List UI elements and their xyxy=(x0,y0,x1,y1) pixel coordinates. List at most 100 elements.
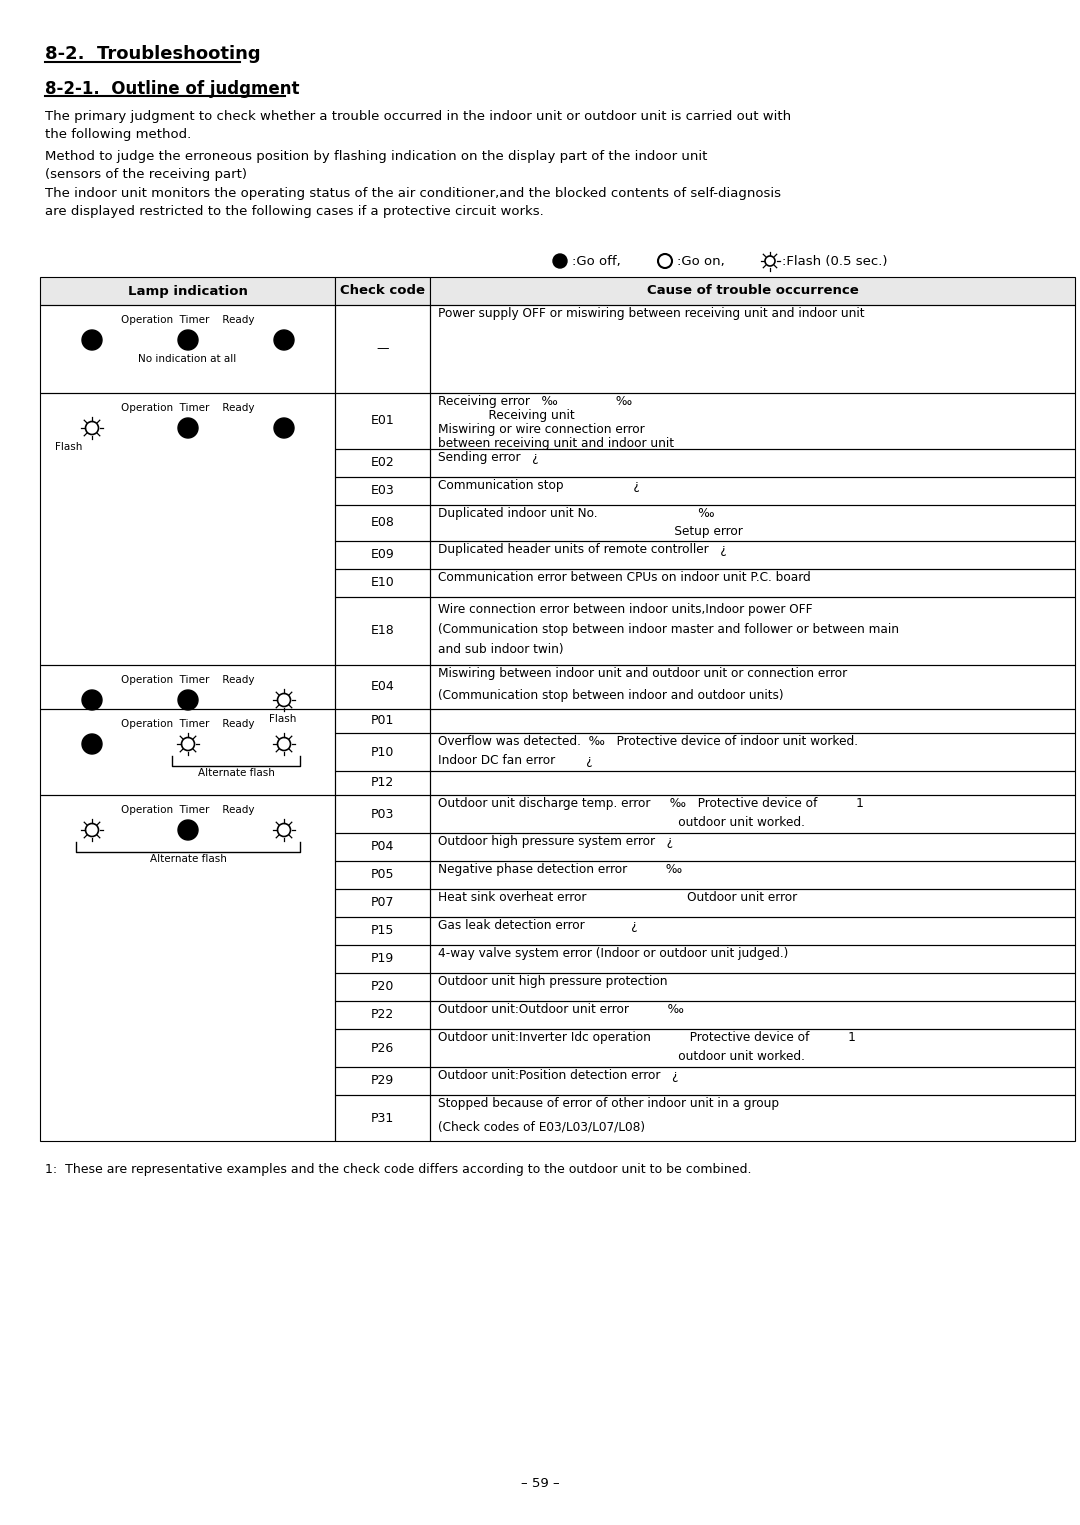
Bar xyxy=(335,973,430,1000)
Text: Communication stop                  ¿: Communication stop ¿ xyxy=(438,479,639,493)
Text: E10: E10 xyxy=(370,576,394,590)
Text: P07: P07 xyxy=(370,897,394,909)
Bar xyxy=(335,665,430,709)
Text: The indoor unit monitors the operating status of the air conditioner,and the blo: The indoor unit monitors the operating s… xyxy=(45,188,781,218)
Bar xyxy=(335,569,430,596)
Text: P29: P29 xyxy=(370,1075,394,1087)
Circle shape xyxy=(178,329,198,351)
Text: Miswiring or wire connection error: Miswiring or wire connection error xyxy=(438,422,645,436)
Bar xyxy=(430,862,1075,889)
Text: P05: P05 xyxy=(370,869,394,881)
Text: Flash: Flash xyxy=(55,442,82,451)
Bar xyxy=(430,665,1075,709)
Text: – 59 –: – 59 – xyxy=(521,1478,559,1490)
Text: outdoor unit worked.: outdoor unit worked. xyxy=(438,816,805,830)
Bar xyxy=(430,1095,1075,1141)
Bar xyxy=(40,665,335,709)
Text: The primary judgment to check whether a trouble occurred in the indoor unit or o: The primary judgment to check whether a … xyxy=(45,110,792,140)
Bar xyxy=(430,541,1075,569)
Text: Duplicated indoor unit No.                          ‰: Duplicated indoor unit No. ‰ xyxy=(438,506,715,520)
Text: Outdoor unit high pressure protection: Outdoor unit high pressure protection xyxy=(438,974,667,988)
Bar xyxy=(430,278,1075,305)
Bar xyxy=(335,862,430,889)
Bar xyxy=(430,889,1075,917)
Text: E01: E01 xyxy=(370,415,394,427)
Text: E02: E02 xyxy=(370,456,394,470)
Bar xyxy=(430,946,1075,973)
Text: E18: E18 xyxy=(370,625,394,637)
Bar xyxy=(430,477,1075,505)
Text: Wire connection error between indoor units,Indoor power OFF: Wire connection error between indoor uni… xyxy=(438,602,812,616)
Bar xyxy=(430,1000,1075,1029)
Bar xyxy=(335,393,430,448)
Text: Outdoor unit discharge temp. error     ‰   Protective device of          1: Outdoor unit discharge temp. error ‰ Pro… xyxy=(438,798,864,810)
Text: 4-way valve system error (Indoor or outdoor unit judged.): 4-way valve system error (Indoor or outd… xyxy=(438,947,788,961)
Text: :Flash (0.5 sec.): :Flash (0.5 sec.) xyxy=(782,255,888,268)
Bar xyxy=(335,1095,430,1141)
Text: (Communication stop between indoor master and follower or between main: (Communication stop between indoor maste… xyxy=(438,624,899,636)
Circle shape xyxy=(178,689,198,711)
Bar xyxy=(335,833,430,862)
Text: Indoor DC fan error        ¿: Indoor DC fan error ¿ xyxy=(438,753,593,767)
Bar xyxy=(335,1000,430,1029)
Text: Operation  Timer    Ready: Operation Timer Ready xyxy=(121,718,254,729)
Bar xyxy=(430,393,1075,448)
Text: and sub indoor twin): and sub indoor twin) xyxy=(438,644,564,656)
Text: Sending error   ¿: Sending error ¿ xyxy=(438,451,539,464)
Bar xyxy=(430,709,1075,734)
Bar xyxy=(40,393,335,665)
Text: Check code: Check code xyxy=(340,285,426,297)
Text: P03: P03 xyxy=(370,808,394,820)
Text: Outdoor unit:Outdoor unit error          ‰: Outdoor unit:Outdoor unit error ‰ xyxy=(438,1003,684,1016)
Bar xyxy=(335,541,430,569)
Text: Operation  Timer    Ready: Operation Timer Ready xyxy=(121,676,254,685)
Text: P12: P12 xyxy=(370,776,394,790)
Text: Alternate flash: Alternate flash xyxy=(198,769,274,778)
Text: Outdoor unit:Inverter Idc operation          Protective device of          1: Outdoor unit:Inverter Idc operation Prot… xyxy=(438,1031,855,1045)
Text: Setup error: Setup error xyxy=(438,525,743,538)
Text: (Communication stop between indoor and outdoor units): (Communication stop between indoor and o… xyxy=(438,689,784,702)
Circle shape xyxy=(274,418,294,438)
Bar xyxy=(430,1068,1075,1095)
Text: P22: P22 xyxy=(370,1008,394,1022)
Text: outdoor unit worked.: outdoor unit worked. xyxy=(438,1051,805,1063)
Text: P26: P26 xyxy=(370,1042,394,1054)
Text: Alternate flash: Alternate flash xyxy=(149,854,227,865)
Text: Operation  Timer    Ready: Operation Timer Ready xyxy=(121,316,254,325)
Bar xyxy=(430,917,1075,946)
Bar xyxy=(335,734,430,772)
Bar xyxy=(335,1068,430,1095)
Bar xyxy=(335,795,430,833)
Bar xyxy=(430,795,1075,833)
Bar xyxy=(335,278,430,305)
Bar xyxy=(430,596,1075,665)
Text: Method to judge the erroneous position by flashing indication on the display par: Method to judge the erroneous position b… xyxy=(45,149,707,181)
Bar xyxy=(335,709,430,734)
Circle shape xyxy=(178,418,198,438)
Bar xyxy=(40,278,335,305)
Bar xyxy=(430,505,1075,541)
Bar xyxy=(335,772,430,795)
Bar xyxy=(430,305,1075,393)
Text: Receiving unit: Receiving unit xyxy=(438,409,575,422)
Bar xyxy=(335,477,430,505)
Text: P10: P10 xyxy=(370,746,394,758)
Text: Outdoor high pressure system error   ¿: Outdoor high pressure system error ¿ xyxy=(438,836,673,848)
Text: (Check codes of E03/L03/L07/L08): (Check codes of E03/L03/L07/L08) xyxy=(438,1119,645,1133)
Text: Receiving error   ‰               ‰: Receiving error ‰ ‰ xyxy=(438,395,632,409)
Bar xyxy=(335,917,430,946)
Text: P20: P20 xyxy=(370,981,394,993)
Text: Operation  Timer    Ready: Operation Timer Ready xyxy=(121,403,254,413)
Text: Stopped because of error of other indoor unit in a group: Stopped because of error of other indoor… xyxy=(438,1096,779,1110)
Text: E03: E03 xyxy=(370,485,394,497)
Text: between receiving unit and indoor unit: between receiving unit and indoor unit xyxy=(438,438,674,450)
Text: P01: P01 xyxy=(370,715,394,727)
Bar xyxy=(430,569,1075,596)
Bar xyxy=(335,448,430,477)
Text: Gas leak detection error            ¿: Gas leak detection error ¿ xyxy=(438,920,637,932)
Bar xyxy=(335,1029,430,1067)
Bar xyxy=(430,973,1075,1000)
Text: E04: E04 xyxy=(370,680,394,694)
Circle shape xyxy=(82,734,102,753)
Text: P31: P31 xyxy=(370,1112,394,1124)
